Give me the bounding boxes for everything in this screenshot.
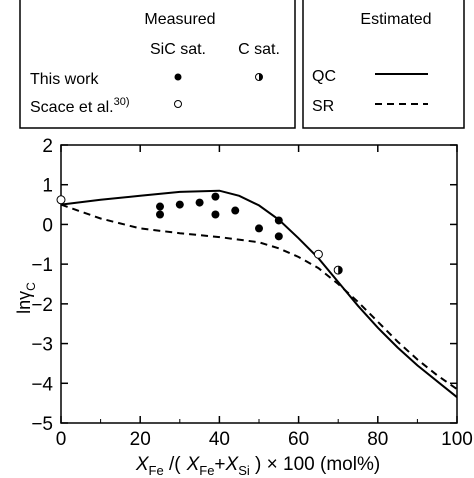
y-axis-label-sub: C bbox=[24, 282, 38, 291]
legend-row-this-work: This work bbox=[30, 71, 99, 88]
data-points bbox=[56, 192, 343, 275]
x-tick-label: 40 bbox=[209, 429, 230, 450]
axis-ticks bbox=[60, 144, 458, 424]
x-label-x3-sub: Si bbox=[238, 463, 250, 478]
x-label-tail: ) × 100 (mol%) bbox=[250, 454, 380, 475]
x-label-x1-sub: Fe bbox=[149, 463, 164, 478]
point-this-work bbox=[175, 200, 184, 209]
x-axis-label: XFe /(XFe+XSi ) × 100 (mol%) bbox=[135, 454, 380, 478]
legend-estimated-frame bbox=[302, 0, 465, 129]
legend-col-c: C sat. bbox=[238, 41, 280, 58]
y-tick-label: −3 bbox=[31, 335, 53, 356]
x-tick-label: 80 bbox=[367, 429, 388, 450]
y-axis-label: lnγC bbox=[14, 282, 38, 314]
point-this-work bbox=[156, 202, 164, 211]
legend-measured-frame bbox=[19, 0, 296, 129]
y-tick-label: −1 bbox=[31, 255, 53, 276]
legend-estimated-title: Estimated bbox=[360, 11, 431, 28]
point-this-work bbox=[211, 210, 220, 219]
legend-c-sat-marker bbox=[255, 73, 263, 81]
legend-sr-label: SR bbox=[312, 98, 334, 115]
legend-row-scace-ref: 30) bbox=[114, 96, 130, 108]
point-this-work bbox=[231, 206, 240, 215]
axis-tick-labels: 0 20 40 60 80 100 2 1 0 −1 −2 −3 −4 −5 bbox=[31, 136, 473, 450]
y-tick-label: −5 bbox=[31, 414, 53, 435]
legend-measured-title: Measured bbox=[144, 11, 215, 28]
point-scace bbox=[313, 249, 323, 259]
legend-col-sic: SiC sat. bbox=[150, 41, 206, 58]
legend-row-scace-text: Scace et al. bbox=[30, 99, 114, 116]
point-scace bbox=[56, 195, 66, 205]
point-this-work bbox=[211, 192, 220, 201]
x-tick-label: 20 bbox=[130, 429, 151, 450]
x-label-plus: + bbox=[214, 454, 225, 475]
legend-estimated: Estimated QC SR bbox=[302, 0, 465, 129]
y-axis-label-ln: ln bbox=[14, 300, 34, 314]
series-sr-line bbox=[60, 203, 458, 391]
y-axis-label-gamma: γ bbox=[14, 291, 34, 300]
x-label-x2-sub: Fe bbox=[199, 463, 214, 478]
point-this-work bbox=[274, 216, 283, 225]
point-this-work bbox=[156, 210, 164, 219]
x-label-x1: X bbox=[135, 454, 150, 475]
y-tick-label: −2 bbox=[31, 295, 53, 316]
x-tick-label: 100 bbox=[441, 429, 473, 450]
point-this-work bbox=[255, 224, 263, 233]
legend-this-work-marker bbox=[174, 73, 182, 81]
legend-qc-label: QC bbox=[312, 68, 336, 85]
y-tick-label: 2 bbox=[42, 136, 53, 157]
x-tick-label: 0 bbox=[56, 429, 67, 450]
series-qc-line bbox=[60, 189, 458, 398]
point-this-work bbox=[274, 232, 283, 241]
x-tick-label: 60 bbox=[288, 429, 309, 450]
x-label-x2: X bbox=[186, 454, 201, 475]
y-tick-label: −4 bbox=[31, 374, 53, 395]
curves bbox=[60, 189, 458, 398]
plot-frame bbox=[60, 144, 458, 424]
x-label-slash: /( bbox=[164, 454, 182, 475]
y-tick-label: 1 bbox=[42, 176, 53, 197]
legend-row-scace: Scace et al.30) bbox=[30, 96, 130, 116]
legend-measured: Measured SiC sat. C sat. This work Scace… bbox=[19, 0, 296, 129]
legend-scace-marker bbox=[174, 100, 182, 108]
point-c-sat bbox=[333, 265, 343, 275]
point-this-work bbox=[195, 198, 204, 207]
x-label-x3: X bbox=[225, 454, 240, 475]
y-tick-label: 0 bbox=[42, 215, 53, 236]
